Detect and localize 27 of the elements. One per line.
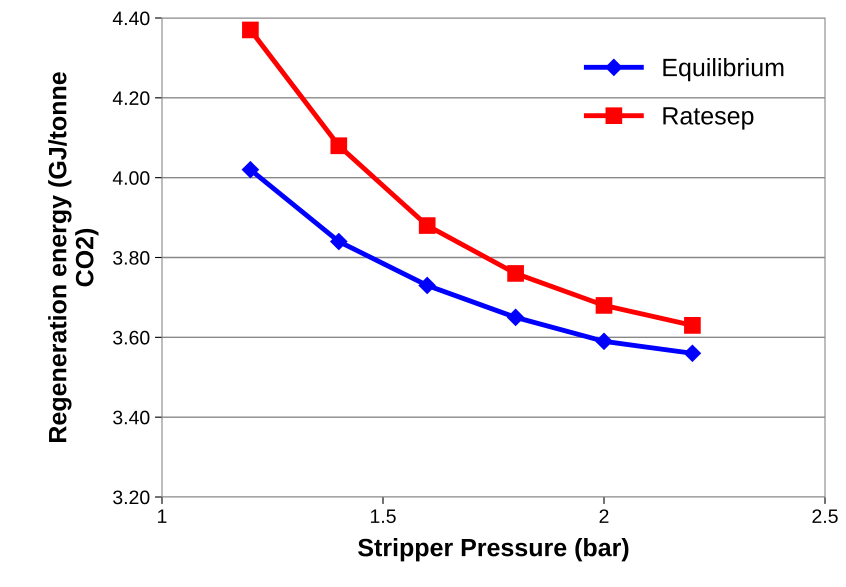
x-tick-label: 2.5 <box>812 509 838 524</box>
point <box>596 297 612 314</box>
y-tick-label: 3.80 <box>113 250 150 265</box>
point <box>418 276 436 294</box>
y-tick-label: 4.40 <box>112 11 150 26</box>
point <box>418 217 436 234</box>
x-tick-label: 2 <box>600 509 608 523</box>
y-tick-label: 4.20 <box>112 91 150 106</box>
y-tick-label: 3.40 <box>113 410 150 424</box>
point <box>595 332 613 350</box>
x-tick-label: 1.5 <box>370 510 396 524</box>
x-tick-label: 1 <box>158 510 166 523</box>
point <box>507 265 524 282</box>
point <box>242 22 259 38</box>
point <box>507 308 524 326</box>
y-tick-label: 3.60 <box>113 330 150 345</box>
point <box>330 232 348 250</box>
y-tick-label: 3.20 <box>113 490 150 504</box>
point <box>684 344 701 362</box>
legend-label: Equilibrium <box>663 58 784 82</box>
point <box>242 161 259 178</box>
point <box>330 137 348 154</box>
x-axis-title: Stripper Pressure (bar) <box>358 538 628 562</box>
y-tick-label: 4.00 <box>112 171 150 185</box>
point <box>684 317 701 334</box>
legend-label: Ratesep <box>663 107 754 130</box>
y-axis-title: Regeneration energy (GJ/tonne CO2) <box>48 72 98 442</box>
